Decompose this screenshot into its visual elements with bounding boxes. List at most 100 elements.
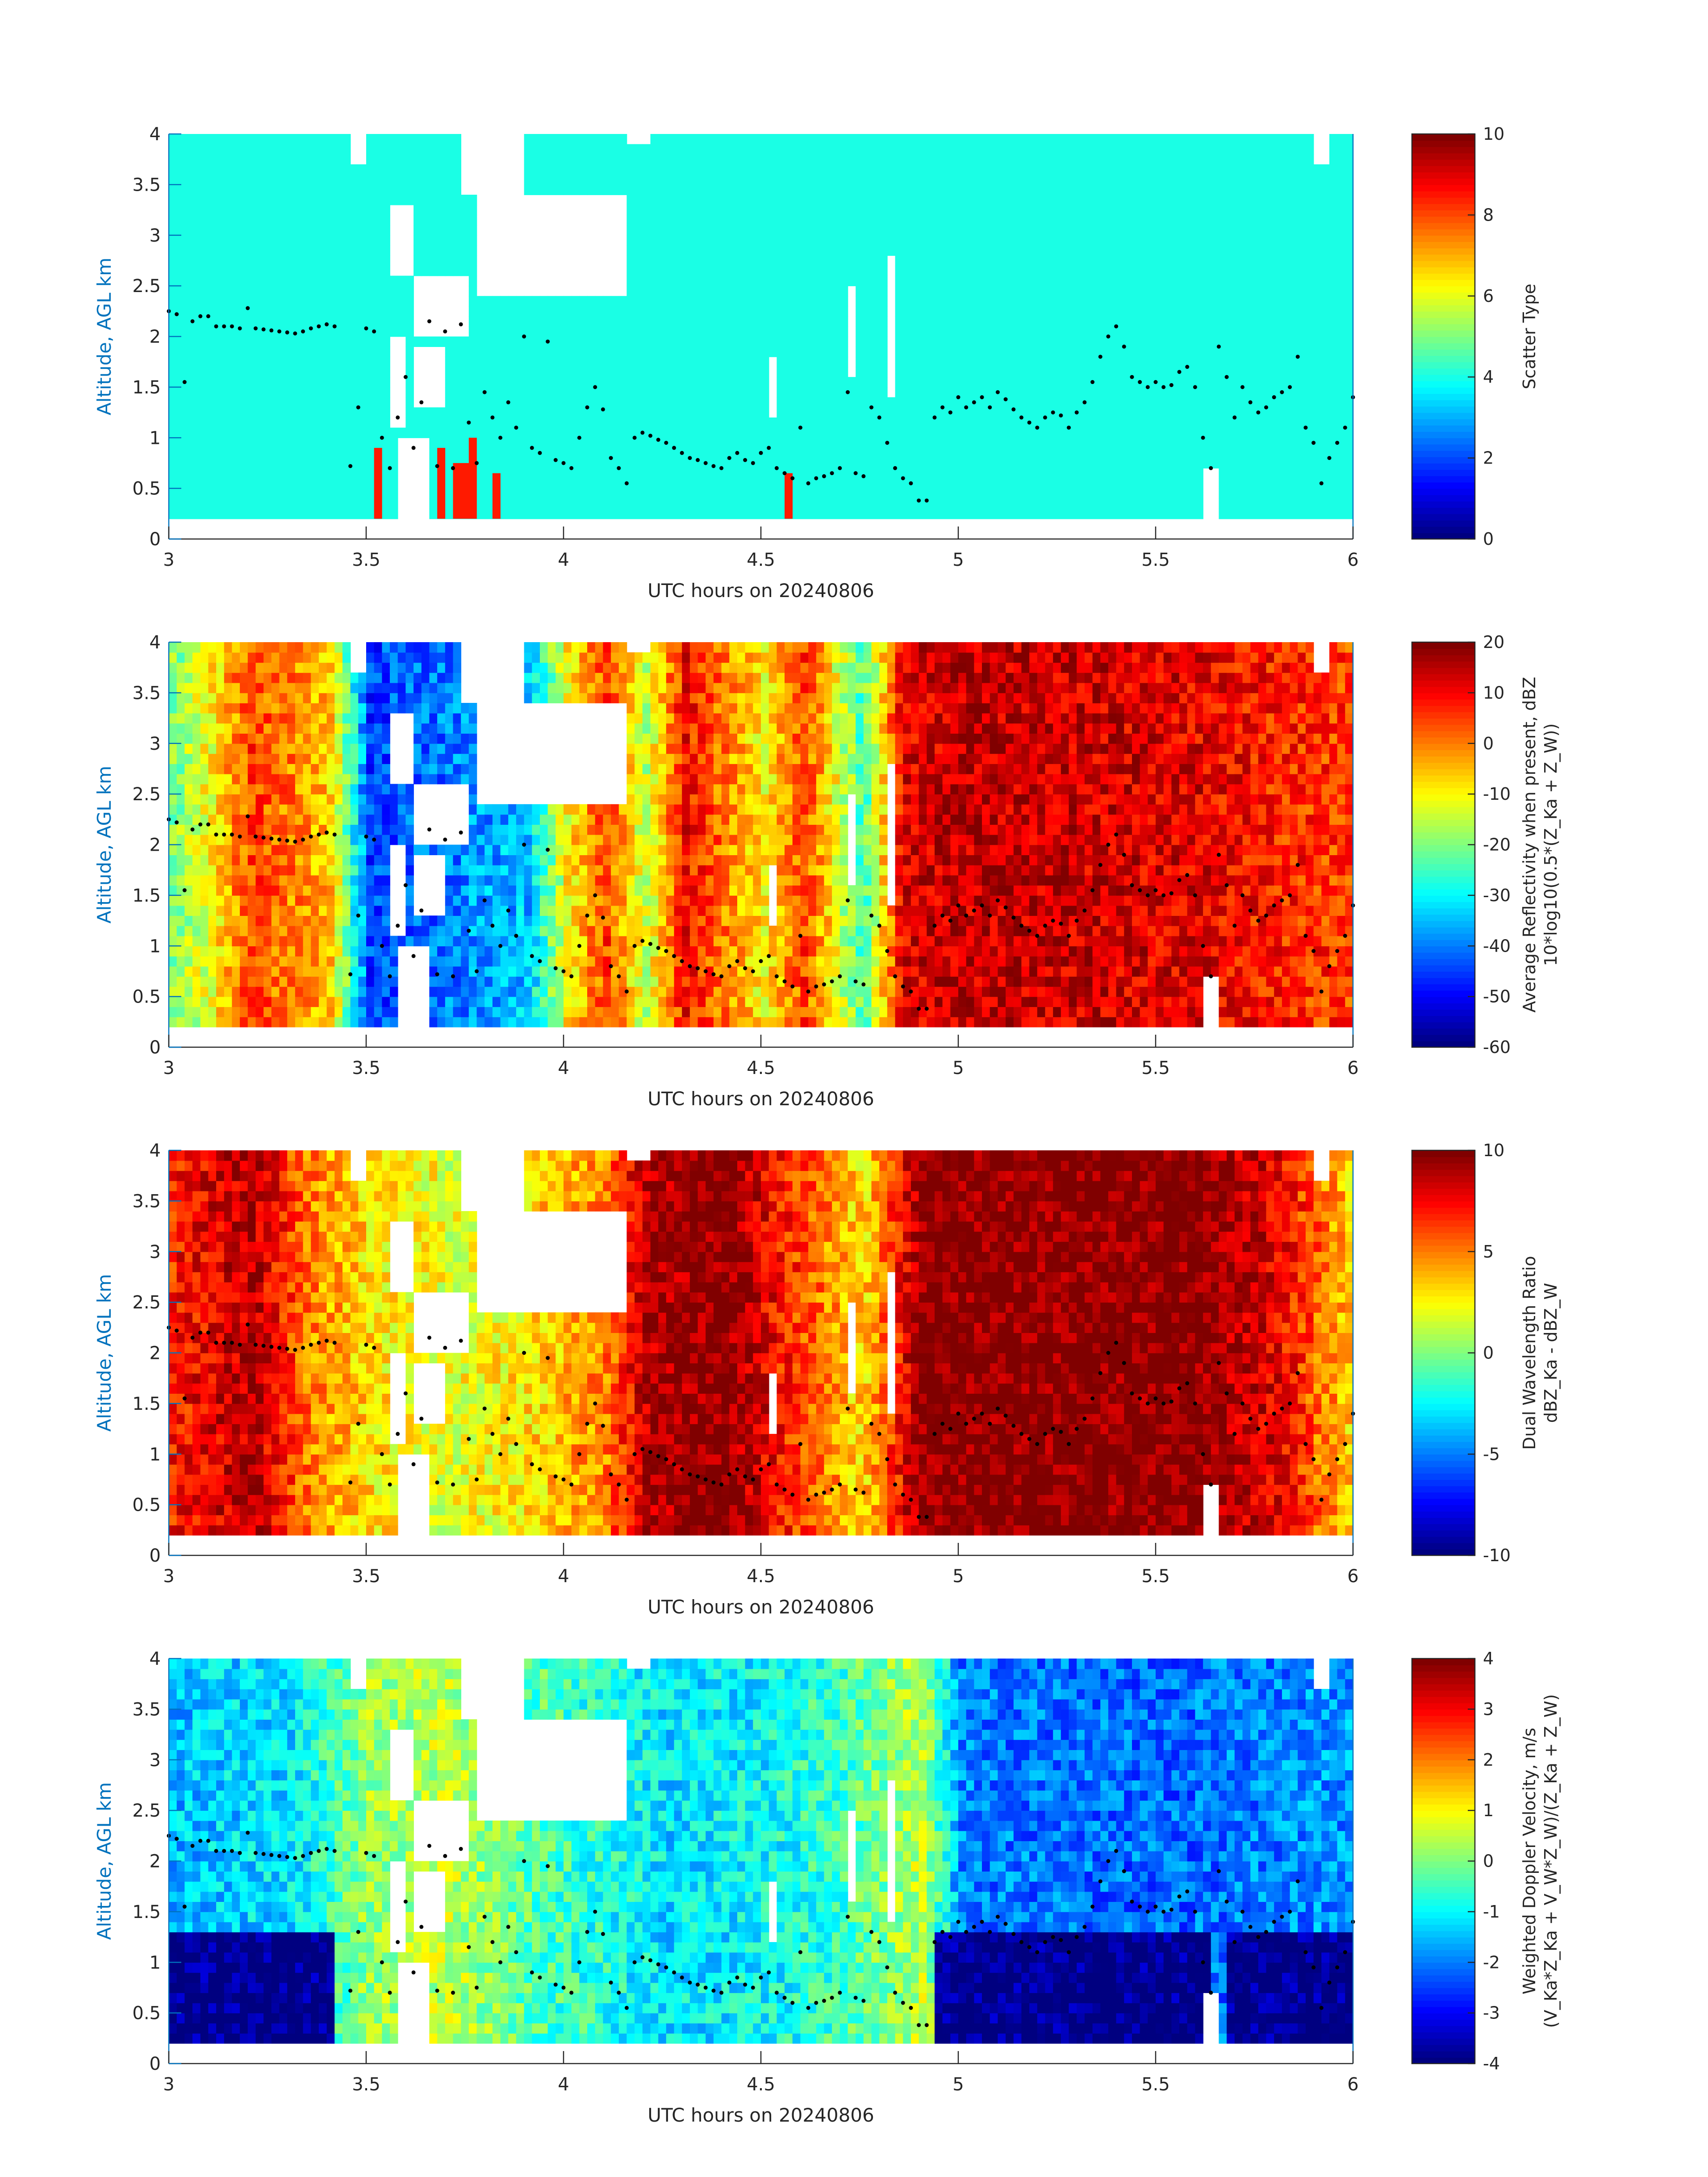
y-tick-label: 2 [150, 835, 161, 856]
y-tick-label: 3 [150, 1242, 161, 1262]
overlay-point [1319, 1497, 1324, 1502]
overlay-point [435, 972, 439, 977]
overlay-point [1082, 1925, 1087, 1929]
overlay-point [1074, 919, 1079, 923]
x-tick-label: 5.5 [1141, 1566, 1170, 1587]
colorbar-label: dBZ_Ka - dBZ_W [1541, 1283, 1561, 1423]
x-tick-label: 5 [952, 1566, 964, 1587]
overlay-point [617, 1482, 621, 1487]
overlay-point [893, 1482, 898, 1487]
x-tick-label: 3.5 [352, 550, 380, 570]
overlay-point [696, 458, 700, 462]
overlay-point [932, 923, 937, 928]
overlay-point [222, 832, 226, 837]
overlay-point [988, 1421, 992, 1426]
overlay-point [1130, 1391, 1134, 1396]
overlay-point [175, 1329, 179, 1333]
overlay-point [182, 380, 187, 384]
colorbar-tick-label: 10 [1483, 1141, 1504, 1160]
overlay-point [664, 1965, 668, 1970]
overlay-point [1256, 410, 1261, 415]
overlay-point [1043, 1940, 1047, 1944]
x-tick-label: 4.5 [747, 1058, 775, 1078]
overlay-point [538, 451, 542, 455]
overlay-point [632, 944, 637, 948]
overlay-point [1209, 974, 1213, 978]
overlay-point [845, 1914, 850, 1919]
overlay-point [467, 1945, 471, 1949]
overlay-point [640, 1955, 645, 1960]
overlay-point [293, 840, 297, 844]
overlay-point [1177, 370, 1182, 374]
overlay-point [1193, 385, 1197, 389]
overlay-point [1201, 1960, 1205, 1964]
overlay-point [301, 329, 305, 334]
y-tick-label: 4 [150, 1141, 161, 1161]
overlay-point [1138, 1396, 1142, 1401]
overlay-point [538, 959, 542, 963]
overlay-point [253, 326, 258, 330]
overlay-point [640, 939, 645, 943]
overlay-point [1130, 883, 1134, 887]
y-tick-label: 1.5 [132, 377, 161, 398]
overlay-point [830, 979, 834, 984]
overlay-point [1019, 1940, 1023, 1944]
overlay-point [1051, 410, 1055, 415]
overlay-point [1011, 915, 1016, 920]
y-tick-label: 1 [150, 428, 161, 448]
overlay-point [972, 1417, 976, 1421]
overlay-point [995, 390, 1000, 394]
overlay-point [546, 848, 550, 852]
overlay-point [522, 1351, 526, 1355]
colorbar-tick-label: 2 [1483, 1750, 1494, 1770]
overlay-point [356, 913, 360, 918]
overlay-point [1161, 1401, 1166, 1406]
y-tick-label: 3 [150, 734, 161, 754]
spike-1 [437, 447, 446, 519]
overlay-point [1114, 324, 1119, 329]
overlay-point [664, 441, 668, 445]
overlay-point [980, 903, 984, 908]
y-tick-label: 0.5 [132, 987, 161, 1007]
overlay-point [656, 1454, 660, 1458]
overlay-point [451, 1482, 455, 1487]
overlay-point [435, 1480, 439, 1485]
overlay-point [309, 1851, 313, 1855]
overlay-point [1098, 1879, 1102, 1884]
overlay-point [1280, 1406, 1284, 1411]
overlay-point [1343, 1442, 1347, 1446]
overlay-point [585, 405, 589, 409]
overlay-point [1216, 1361, 1221, 1365]
overlay-point [1232, 415, 1237, 420]
overlay-point [593, 385, 597, 389]
overlay-point [1177, 1386, 1182, 1391]
overlay-point [924, 1007, 929, 1011]
overlay-point [1074, 410, 1079, 415]
overlay-point [332, 1849, 337, 1853]
y-axis-label: Altitude, AGL km [93, 1274, 115, 1432]
overlay-point [1224, 1899, 1229, 1904]
colorbar-tick-label: 5 [1483, 1242, 1494, 1262]
overlay-point [498, 435, 503, 440]
x-tick-label: 4.5 [747, 550, 775, 570]
overlay-point [656, 946, 660, 950]
overlay-point [1248, 1925, 1253, 1929]
overlay-point [782, 471, 787, 476]
overlay-point [1153, 1396, 1158, 1401]
overlay-point [1193, 1401, 1197, 1406]
overlay-point [1138, 380, 1142, 384]
colorbar-label: Weighted Doppler Velocity, m/s [1520, 1728, 1539, 1994]
overlay-point [711, 464, 716, 468]
overlay-point [1264, 1930, 1269, 1934]
overlay-point [553, 1982, 558, 1987]
overlay-point [1098, 1371, 1102, 1375]
overlay-point [356, 1421, 360, 1426]
overlay-point [680, 1467, 684, 1471]
overlay-point [988, 1930, 992, 1934]
overlay-point [1240, 1401, 1244, 1406]
colorbar-tick-label: -10 [1483, 1546, 1511, 1565]
colorbar-tick-label: 2 [1483, 448, 1494, 468]
overlay-point [380, 1960, 384, 1964]
overlay-point [380, 944, 384, 948]
x-tick-label: 3 [163, 2074, 174, 2095]
